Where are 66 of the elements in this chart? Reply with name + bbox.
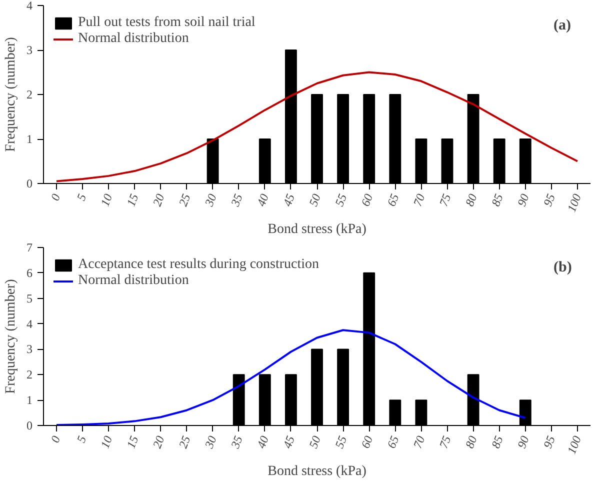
x-tick-label: 65 [384, 434, 402, 450]
x-tick-label: 100 [564, 192, 584, 214]
x-tick-label: 30 [202, 434, 220, 452]
x-tick-label: 90 [514, 434, 532, 450]
x-tick-label: 70 [410, 434, 428, 450]
legend-label: Normal distribution [78, 31, 189, 47]
y-tick-label: 1 [26, 393, 32, 408]
annotation: (b) [554, 260, 572, 276]
y-tick-label: 4 [26, 0, 32, 12]
legend-label: Pull out tests from soil nail trial [78, 15, 256, 31]
x-tick-label: 45 [280, 434, 298, 450]
annotation: (a) [554, 18, 571, 34]
legend-label: Normal distribution [78, 273, 189, 289]
legend-label: Acceptance test results during construction [78, 257, 320, 273]
y-axis-title: Frequency (number) [4, 278, 18, 394]
x-tick-label: 35 [228, 192, 246, 210]
x-tick-label: 15 [124, 434, 142, 450]
x-tick-label: 35 [228, 434, 246, 452]
x-tick-label: 10 [98, 192, 116, 208]
x-tick-label: 60 [358, 434, 376, 450]
x-tick-label: 100 [564, 434, 584, 456]
x-tick-label: 75 [436, 192, 454, 208]
x-tick-label: 40 [254, 192, 272, 208]
y-tick-label: 1 [26, 132, 32, 146]
y-tick-label: 2 [26, 368, 32, 382]
y-tick-label: 3 [26, 342, 32, 356]
line-series [56, 71, 578, 182]
y-tick-label: 5 [26, 291, 32, 306]
x-axis-title: Bond stress (kPa) [268, 222, 367, 238]
x-tick-label: 50 [306, 192, 324, 208]
x-tick-label: 45 [280, 192, 298, 208]
x-tick-label: 5 [74, 434, 90, 445]
x-tick-label: 15 [124, 192, 142, 208]
y-tick-label: 2 [26, 88, 32, 102]
x-tick-label: 0 [48, 434, 64, 445]
x-tick-label: 85 [488, 192, 506, 208]
x-tick-label: 80 [462, 434, 480, 450]
x-tick-label: 55 [332, 434, 350, 450]
x-axis-title: Bond stress (kPa) [268, 464, 367, 480]
x-tick-label: 95 [540, 192, 558, 208]
y-tick-label: 0 [26, 418, 32, 432]
x-tick-label: 90 [514, 192, 532, 208]
x-tick-label: 20 [150, 434, 168, 450]
y-tick-label: 7 [26, 240, 32, 254]
x-tick-label: 30 [202, 192, 220, 210]
x-tick-label: 65 [384, 192, 402, 208]
x-tick-label: 70 [410, 192, 428, 208]
x-tick-label: 85 [488, 434, 506, 450]
x-tick-label: 40 [254, 434, 272, 450]
y-tick-label: 6 [26, 266, 32, 280]
x-tick-label: 80 [462, 192, 480, 208]
x-tick-label: 55 [332, 192, 350, 208]
x-tick-label: 20 [150, 192, 168, 208]
y-tick-label: 4 [26, 316, 32, 331]
x-tick-label: 60 [358, 192, 376, 208]
x-tick-label: 50 [306, 434, 324, 450]
x-tick-label: 5 [74, 192, 90, 203]
x-tick-label: 0 [48, 192, 64, 203]
x-tick-label: 10 [98, 434, 116, 450]
y-tick-label: 3 [26, 43, 32, 57]
y-axis-title: Frequency (number) [4, 36, 18, 152]
x-tick-label: 25 [176, 434, 194, 450]
x-tick-label: 25 [176, 192, 194, 208]
y-tick-label: 0 [26, 176, 32, 190]
x-tick-label: 95 [540, 434, 558, 450]
x-tick-label: 75 [436, 434, 454, 450]
